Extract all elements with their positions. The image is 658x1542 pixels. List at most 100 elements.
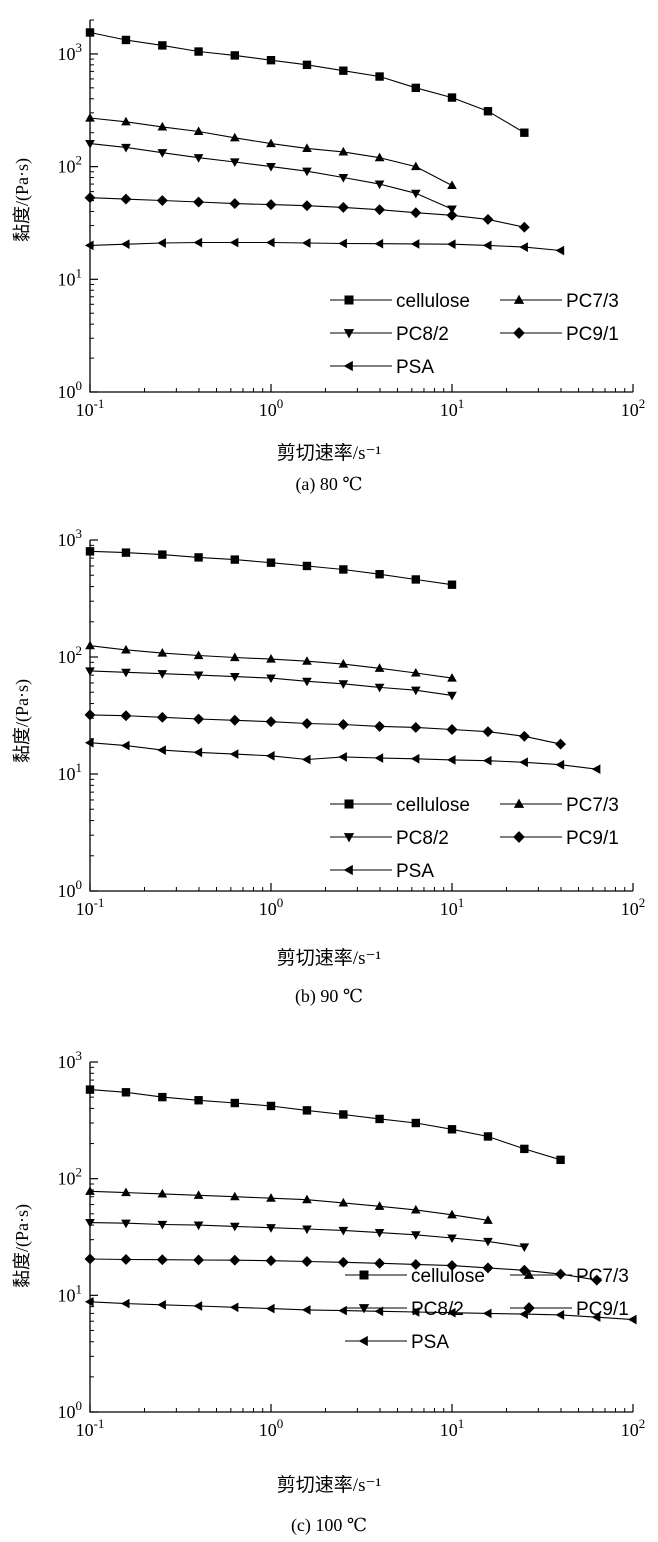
data-point (301, 238, 311, 248)
data-point (411, 83, 421, 93)
data-point (194, 553, 203, 562)
data-point (229, 132, 240, 142)
data-point (338, 238, 347, 249)
data-point (555, 245, 565, 256)
data-point (121, 1088, 131, 1097)
data-point (229, 1222, 240, 1232)
series-line-pc7-3 (89, 1190, 489, 1221)
data-point (157, 648, 168, 657)
data-point (374, 720, 386, 732)
legend-marker (343, 360, 353, 372)
data-point (374, 663, 385, 672)
data-point (520, 128, 529, 137)
data-point (374, 753, 384, 763)
data-point (85, 140, 95, 149)
data-point (374, 683, 385, 693)
data-point (518, 1264, 530, 1276)
data-point (230, 555, 240, 564)
y-tick-label: 103 (58, 1048, 83, 1072)
data-point (446, 1307, 456, 1318)
data-point (447, 1234, 457, 1244)
data-point (266, 558, 276, 567)
x-tick-label: 10-1 (76, 1416, 105, 1440)
data-point (85, 1186, 95, 1195)
data-point (556, 1155, 565, 1165)
y-axis-label: 黏度/(Pa·s) (12, 158, 33, 242)
data-point (410, 161, 421, 171)
data-point (446, 1260, 458, 1272)
data-point (193, 671, 204, 681)
data-point (555, 738, 567, 750)
data-point (230, 51, 240, 60)
data-point (266, 674, 276, 684)
data-point (374, 204, 386, 216)
data-point (411, 575, 421, 584)
data-point (121, 143, 131, 153)
data-point (85, 1085, 95, 1094)
data-point (591, 764, 601, 774)
legend-label: PC9/1 (576, 1299, 629, 1320)
data-point (194, 1096, 203, 1105)
data-point (302, 561, 312, 571)
series-line-psa (89, 241, 561, 252)
data-point (410, 207, 422, 219)
y-tick-label: 103 (58, 526, 83, 550)
data-point (193, 154, 204, 163)
data-point (302, 1225, 312, 1235)
legend-marker (513, 327, 525, 339)
data-point (338, 659, 349, 668)
chart-caption: (b) 90 ℃ (294, 986, 364, 1006)
legend-label: cellulose (396, 291, 470, 312)
data-point (266, 55, 276, 65)
chart-caption: (a) 80 ℃ (295, 474, 363, 494)
data-point (266, 138, 276, 148)
data-point (302, 167, 312, 177)
data-point (483, 107, 493, 116)
data-point (194, 47, 203, 56)
data-point (302, 677, 312, 687)
data-point (337, 1256, 349, 1268)
data-point (374, 1229, 385, 1238)
data-point (374, 180, 385, 190)
data-point (229, 1302, 239, 1313)
data-point (157, 149, 168, 158)
data-point (338, 1305, 347, 1316)
x-tick-label: 102 (621, 895, 646, 919)
data-point (193, 1221, 204, 1231)
data-point (229, 652, 240, 662)
legend-label: PSA (411, 1332, 449, 1353)
data-point (85, 1219, 95, 1228)
data-point (120, 740, 130, 751)
data-point (84, 240, 94, 251)
data-point (265, 750, 275, 761)
data-point (338, 1197, 349, 1207)
data-point (193, 713, 205, 725)
data-point (120, 1298, 130, 1309)
x-tick-label: 100 (259, 895, 284, 919)
data-point (265, 237, 275, 248)
legend-label: PSA (396, 357, 434, 378)
data-point (339, 66, 348, 75)
legend-label: PSA (396, 861, 434, 882)
data-point (84, 709, 96, 721)
legend-marker (343, 833, 355, 843)
legend-label: cellulose (396, 795, 470, 816)
y-tick-label: 103 (58, 40, 83, 64)
chart-panel-c: 10-1 100 101 102 100 101 102 103 黏度/(Pa·s) cellul… (0, 1020, 658, 1542)
data-point (302, 1194, 312, 1204)
data-point (230, 1098, 240, 1108)
data-point (266, 163, 276, 172)
data-point (519, 1309, 528, 1319)
data-point (302, 1106, 312, 1115)
data-point (375, 72, 384, 81)
data-point (446, 239, 456, 250)
data-point (447, 580, 457, 589)
legend-label: PC7/3 (566, 291, 619, 312)
axis-lines (89, 1062, 633, 1413)
data-point (410, 239, 420, 249)
data-point (338, 680, 349, 689)
data-point (229, 1254, 241, 1266)
data-point (193, 126, 204, 136)
data-point (483, 1237, 493, 1247)
